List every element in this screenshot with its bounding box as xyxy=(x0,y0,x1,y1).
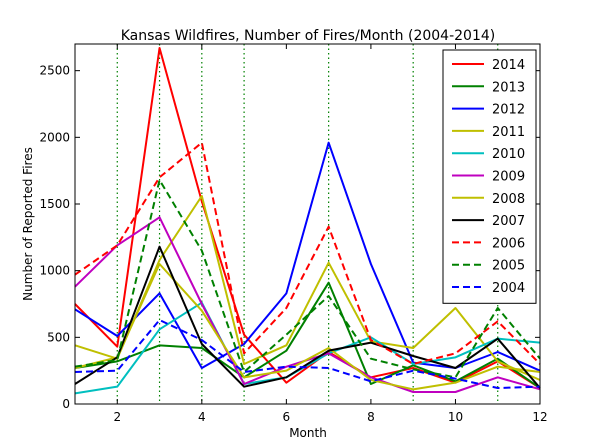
plot-frame xyxy=(74,43,541,405)
chart-title: Kansas Wildfires, Number of Fires/Month … xyxy=(121,28,495,44)
x-tick-label: 8 xyxy=(367,410,375,424)
series-line-2004 xyxy=(74,319,541,389)
series-line-2007 xyxy=(74,245,541,389)
series-line-2006 xyxy=(74,141,541,365)
legend-box xyxy=(442,49,537,304)
legend-label: 2006 xyxy=(492,236,525,251)
legend-label: 2013 xyxy=(492,80,525,95)
legend-label: 2011 xyxy=(492,125,525,140)
legend: 2014 2013 2012 2011 2010 2009 2008 2007 2006 2005… xyxy=(442,49,537,304)
x-axis-label: Month xyxy=(289,426,327,440)
y-tick-label: 500 xyxy=(47,330,70,344)
legend-label: 2008 xyxy=(492,192,525,207)
y-tick-label: 1000 xyxy=(39,264,70,278)
series-line-2005 xyxy=(74,179,541,379)
x-tick-label: 12 xyxy=(532,410,547,424)
legend-label: 2010 xyxy=(492,147,525,162)
legend-label: 2007 xyxy=(492,214,525,229)
series-line-2011 xyxy=(74,195,541,381)
legend-label: 2012 xyxy=(492,103,525,118)
y-tick-label: 2000 xyxy=(39,130,70,144)
legend-label: 2009 xyxy=(492,170,525,185)
x-tick-label: 4 xyxy=(198,410,206,424)
y-axis-label: Number of Reported Fires xyxy=(21,147,35,301)
y-tick-label: 2500 xyxy=(39,64,70,78)
plot-area: 2 4 6 8 10 12 0 500 1000 1500 2000 2500 xyxy=(39,43,548,424)
x-tick-label: 10 xyxy=(448,410,463,424)
y-tick-label: 1500 xyxy=(39,197,70,211)
series-line-2010 xyxy=(74,301,541,395)
legend-label: 2014 xyxy=(492,58,525,73)
legend-label: 2004 xyxy=(492,281,525,296)
x-tick-label: 6 xyxy=(283,410,291,424)
x-tick-label: 2 xyxy=(113,410,121,424)
y-tick-label: 0 xyxy=(62,397,70,411)
legend-label: 2005 xyxy=(492,259,525,274)
